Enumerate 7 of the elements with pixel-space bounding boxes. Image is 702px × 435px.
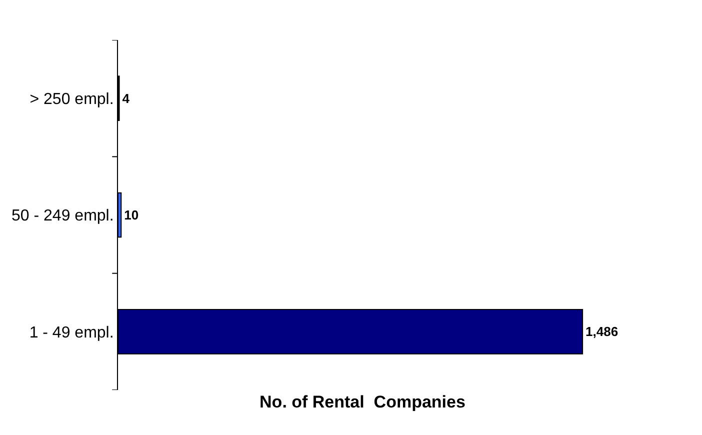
data-label: 4 xyxy=(122,90,130,106)
data-label: 1,486 xyxy=(586,324,618,340)
y-tick-label: 1 - 49 empl. xyxy=(29,324,114,342)
y-tick-label: > 250 empl. xyxy=(30,90,114,108)
x-axis-title: No. of Rental Companies xyxy=(260,392,466,412)
data-label: 10 xyxy=(124,208,139,222)
y-tick-label: 50 - 249 empl. xyxy=(12,208,114,225)
